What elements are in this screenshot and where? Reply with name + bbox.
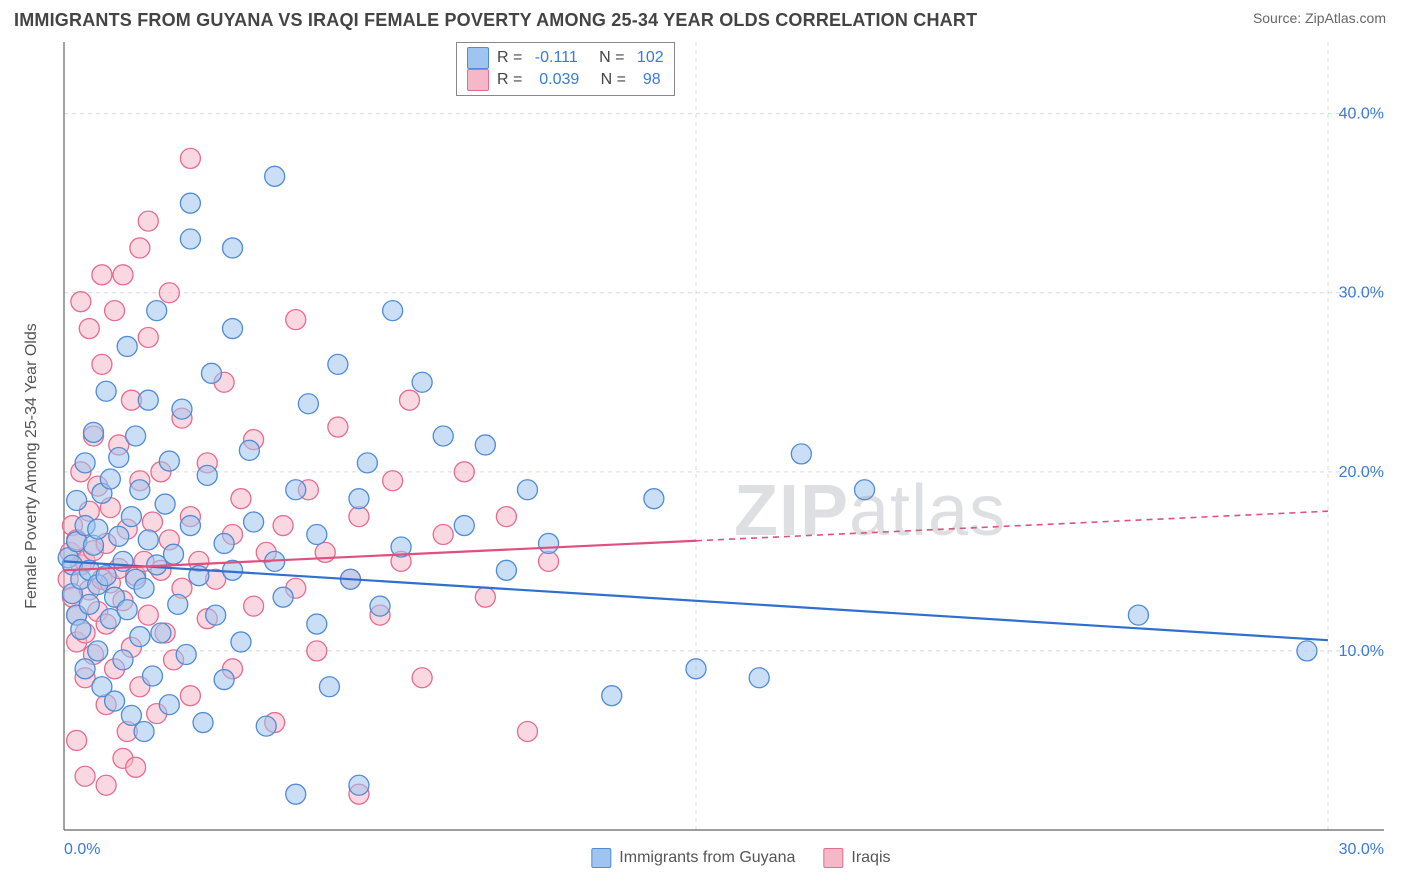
svg-text:30.0%: 30.0%: [1339, 841, 1384, 858]
legend-label: Iraqis: [851, 849, 890, 867]
svg-text:30.0%: 30.0%: [1339, 285, 1384, 302]
legend-swatch: [467, 47, 489, 69]
legend-row: R = 0.039 N = 98: [467, 69, 664, 91]
svg-text:Female Poverty Among 25-34 Yea: Female Poverty Among 25-34 Year Olds: [23, 323, 40, 609]
series-legend: Immigrants from Guyana Iraqis: [591, 848, 890, 868]
chart-area: 10.0% 20.0% 30.0% 40.0% 0.0% 30.0% Female Pove…: [14, 40, 1396, 882]
legend-item: Immigrants from Guyana: [591, 848, 795, 868]
source-attribution: Source: ZipAtlas.com: [1253, 10, 1386, 26]
svg-text:40.0%: 40.0%: [1339, 106, 1384, 123]
correlation-legend: R = -0.111 N = 102R = 0.039 N = 98: [456, 42, 675, 96]
legend-item: Iraqis: [823, 848, 890, 868]
legend-label: Immigrants from Guyana: [619, 849, 795, 867]
scatter-chart: 10.0% 20.0% 30.0% 40.0% 0.0% 30.0% Female Pove…: [14, 40, 1396, 882]
legend-row: R = -0.111 N = 102: [467, 47, 664, 69]
legend-swatch: [823, 848, 843, 868]
svg-text:20.0%: 20.0%: [1339, 464, 1384, 481]
svg-text:10.0%: 10.0%: [1339, 643, 1384, 660]
legend-swatch: [467, 69, 489, 91]
svg-text:0.0%: 0.0%: [64, 841, 100, 858]
legend-swatch: [591, 848, 611, 868]
chart-title: IMMIGRANTS FROM GUYANA VS IRAQI FEMALE P…: [14, 10, 977, 31]
